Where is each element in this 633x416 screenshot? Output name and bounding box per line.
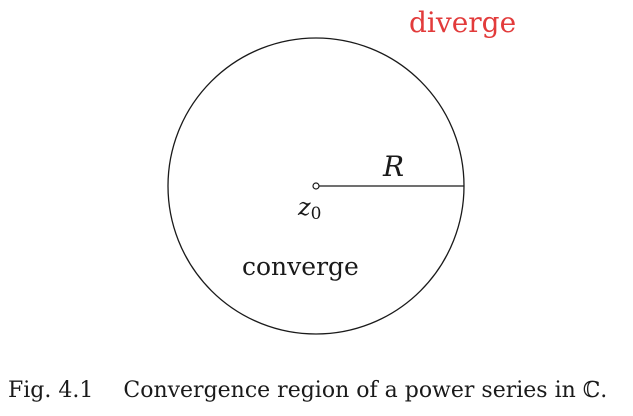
center-label-base: z <box>297 193 311 221</box>
diverge-label: diverge <box>409 6 516 39</box>
converge-label: converge <box>242 252 359 281</box>
center-point <box>312 182 320 190</box>
center-label: z0 <box>297 193 321 224</box>
figure-number: Fig. 4.1 <box>8 378 94 403</box>
radius-label: R <box>382 150 404 183</box>
figure-caption: Fig. 4.1 Convergence region of a power se… <box>8 378 628 403</box>
caption-text: Convergence region of a power series in … <box>123 378 608 403</box>
center-label-subscript: 0 <box>311 204 322 224</box>
